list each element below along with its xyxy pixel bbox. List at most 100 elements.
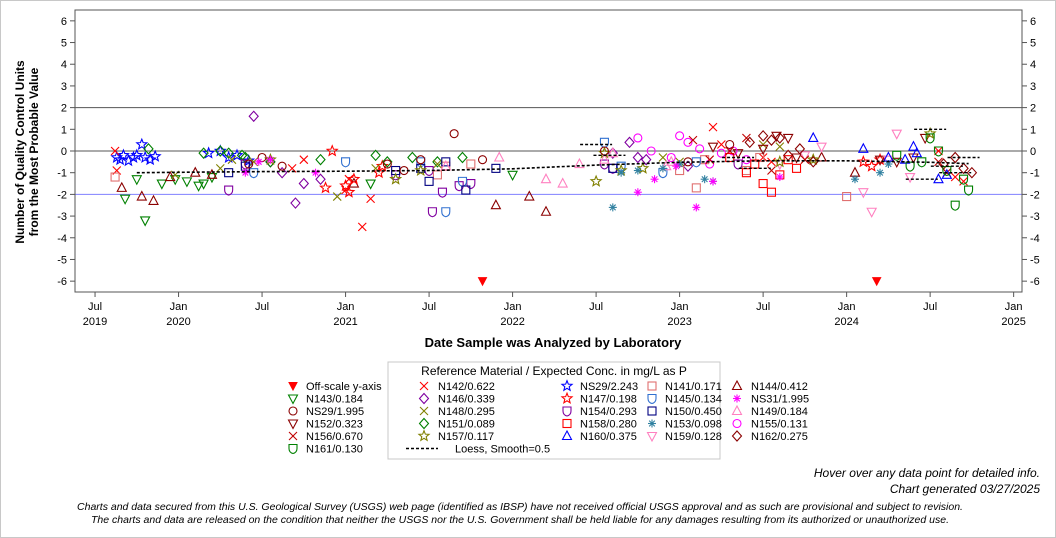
data-point-8-7[interactable]: [466, 178, 476, 190]
data-point-5-8[interactable]: [865, 159, 879, 172]
data-point-10-5[interactable]: [791, 153, 802, 164]
data-point-21-0[interactable]: [241, 168, 250, 177]
data-point-13-6[interactable]: [461, 185, 471, 195]
legend-marker-22[interactable]: [561, 429, 573, 441]
data-point-9-3[interactable]: [466, 159, 476, 169]
data-point-24-6[interactable]: [950, 200, 960, 211]
data-point-16-0[interactable]: [633, 133, 643, 143]
offscale-point-0[interactable]: [477, 277, 488, 287]
data-point-11-3[interactable]: [857, 188, 869, 199]
data-point-11-6[interactable]: [891, 129, 903, 140]
data-point-14-6[interactable]: [636, 161, 650, 174]
data-point-0-9[interactable]: [148, 149, 162, 162]
data-point-13-0[interactable]: [224, 168, 234, 178]
data-point-2-2[interactable]: [148, 194, 159, 205]
data-point-1-4[interactable]: [169, 175, 181, 186]
data-point-6-12[interactable]: [457, 151, 468, 164]
data-point-5-6[interactable]: [375, 159, 389, 172]
data-point-9-1[interactable]: [432, 170, 442, 180]
data-point-3-10[interactable]: [758, 153, 768, 162]
data-point-0-10[interactable]: [202, 146, 216, 159]
data-point-12-0[interactable]: [249, 168, 259, 179]
data-point-23-3[interactable]: [774, 132, 786, 144]
legend-marker-6[interactable]: [418, 392, 430, 405]
data-point-21-1[interactable]: [254, 157, 263, 166]
data-point-22-3[interactable]: [899, 153, 911, 164]
legend-marker-18[interactable]: [648, 419, 656, 428]
data-point-24-5[interactable]: [942, 165, 952, 177]
data-point-24-3[interactable]: [925, 133, 935, 144]
data-point-12-5[interactable]: [599, 137, 610, 148]
data-point-1-1[interactable]: [131, 175, 143, 186]
data-point-1-5[interactable]: [181, 177, 193, 188]
data-point-4-9[interactable]: [640, 153, 652, 166]
data-point-16-4[interactable]: [683, 137, 693, 147]
legend-marker-25[interactable]: [288, 443, 298, 455]
data-point-2-10[interactable]: [816, 151, 827, 162]
legend-marker-11[interactable]: [419, 406, 429, 416]
legend-marker-24[interactable]: [731, 430, 743, 442]
data-point-5-3[interactable]: [342, 185, 356, 198]
legend-marker-12[interactable]: [562, 406, 572, 417]
data-point-23-9[interactable]: [958, 162, 969, 175]
data-point-2-0[interactable]: [116, 181, 128, 192]
data-point-15-0[interactable]: [440, 160, 452, 171]
data-point-16-7[interactable]: [716, 148, 726, 158]
data-point-0-3[interactable]: [121, 153, 135, 167]
data-point-4-7[interactable]: [624, 136, 635, 149]
data-point-0-6[interactable]: [135, 137, 149, 150]
data-point-20-0[interactable]: [688, 135, 698, 145]
data-point-22-4[interactable]: [908, 140, 919, 151]
data-point-23-7[interactable]: [938, 158, 949, 170]
data-point-21-8[interactable]: [709, 177, 718, 186]
data-point-12-2[interactable]: [416, 157, 426, 168]
data-point-21-4[interactable]: [633, 188, 642, 197]
data-point-11-5[interactable]: [882, 155, 894, 166]
data-point-13-4[interactable]: [424, 176, 434, 186]
data-point-14-2[interactable]: [414, 163, 428, 177]
data-point-23-6[interactable]: [807, 156, 819, 168]
data-point-3-0[interactable]: [110, 146, 120, 156]
data-point-17-3[interactable]: [382, 159, 392, 169]
data-point-7-7[interactable]: [658, 153, 668, 162]
data-point-11-7[interactable]: [904, 172, 916, 184]
legend-marker-5[interactable]: [287, 394, 299, 405]
data-point-18-0[interactable]: [608, 203, 617, 212]
data-point-19-4[interactable]: [766, 187, 777, 197]
legend-marker-1[interactable]: [419, 381, 429, 391]
data-point-19-7[interactable]: [791, 163, 802, 173]
legend-marker-10[interactable]: [288, 406, 298, 416]
data-point-23-2[interactable]: [766, 134, 777, 146]
data-point-8-10[interactable]: [733, 159, 743, 170]
data-point-13-5[interactable]: [441, 157, 451, 167]
data-point-6-0[interactable]: [143, 143, 154, 155]
data-point-5-2[interactable]: [339, 178, 353, 192]
data-point-24-0[interactable]: [892, 150, 902, 161]
data-point-17-0[interactable]: [244, 159, 254, 169]
data-point-3-11[interactable]: [767, 157, 776, 167]
data-point-12-8[interactable]: [691, 157, 701, 168]
data-point-3-12[interactable]: [934, 146, 943, 156]
data-point-10-2[interactable]: [757, 144, 769, 156]
data-point-1-8[interactable]: [206, 172, 218, 184]
data-point-23-5[interactable]: [794, 143, 806, 155]
data-point-10-3[interactable]: [771, 131, 782, 142]
data-point-17-10[interactable]: [725, 139, 735, 150]
data-point-6-3[interactable]: [223, 147, 234, 159]
legend-marker-2[interactable]: [560, 379, 574, 392]
data-point-18-5[interactable]: [700, 175, 709, 184]
data-point-12-1[interactable]: [341, 157, 351, 168]
data-point-6-10[interactable]: [407, 151, 418, 164]
data-point-11-1[interactable]: [799, 151, 811, 162]
data-point-1-7[interactable]: [198, 179, 210, 190]
data-point-19-3[interactable]: [758, 178, 768, 189]
data-point-15-1[interactable]: [493, 151, 505, 162]
data-point-19-1[interactable]: [741, 168, 751, 178]
data-point-2-7[interactable]: [490, 199, 502, 210]
data-point-3-9[interactable]: [716, 140, 726, 149]
data-point-14-9[interactable]: [923, 126, 937, 140]
legend-marker-16[interactable]: [418, 417, 430, 430]
data-point-0-8[interactable]: [143, 152, 157, 166]
data-point-8-0[interactable]: [224, 185, 234, 196]
offscale-point-1[interactable]: [871, 277, 882, 287]
